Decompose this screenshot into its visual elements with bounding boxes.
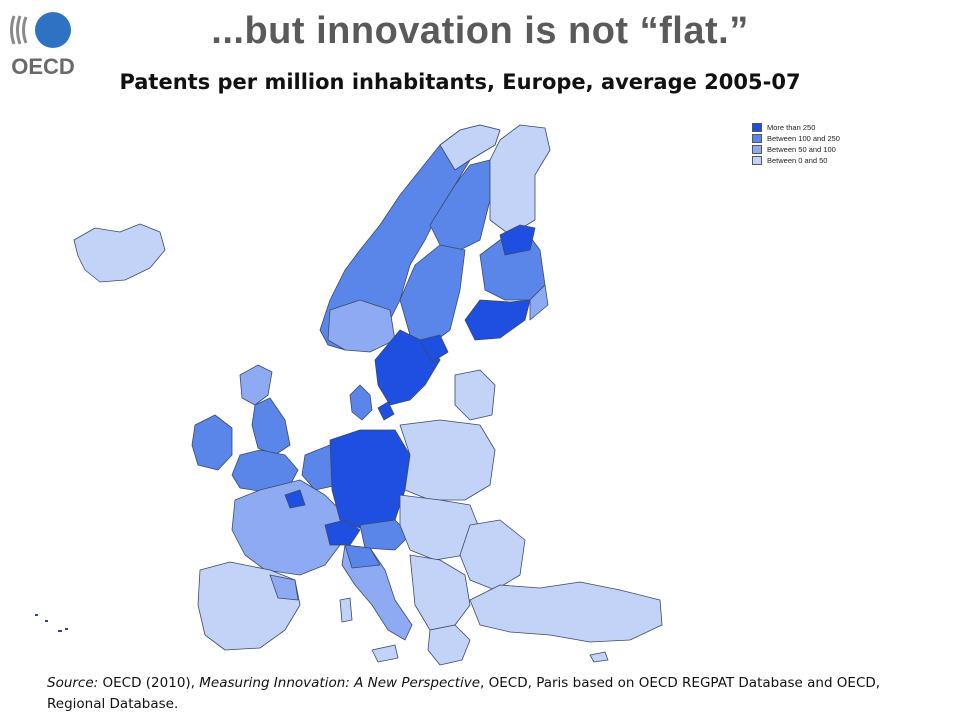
region-denmark — [349, 384, 373, 421]
legend-swatch — [752, 123, 762, 132]
legend-swatch — [752, 134, 762, 143]
region-spain-catalonia — [269, 574, 299, 601]
region-norway-north — [439, 124, 501, 171]
region-sicily — [371, 644, 399, 663]
region-iceland — [73, 223, 166, 283]
legend-label: Between 0 and 50 — [767, 156, 828, 165]
legend-swatch — [752, 145, 762, 154]
region-finland-oulu — [499, 224, 536, 256]
region-finland-lapland — [489, 124, 551, 236]
region-denmark-copenhagen — [377, 401, 395, 421]
map-legend: More than 250 Between 100 and 250 Betwee… — [752, 122, 840, 166]
source-note: Source: OECD (2010), Measuring Innovatio… — [47, 673, 927, 715]
region-greece — [427, 624, 471, 666]
region-finland-east — [529, 284, 549, 321]
region-switzerland — [324, 519, 361, 546]
region-sweden-north — [429, 159, 491, 251]
europe-patent-map — [0, 100, 960, 670]
region-austria — [359, 519, 411, 551]
canary-islands — [35, 614, 68, 632]
region-iberia — [197, 561, 301, 651]
region-norway-south — [327, 299, 396, 353]
legend-label: Between 50 and 100 — [767, 145, 836, 154]
oecd-logo: OECD — [8, 8, 78, 79]
region-balkans — [409, 554, 471, 631]
region-sardinia — [339, 597, 353, 623]
oecd-logo-text: OECD — [11, 54, 75, 78]
region-sweden-south — [374, 329, 441, 406]
region-italy — [341, 544, 413, 641]
region-france-paris — [284, 489, 306, 509]
region-scotland — [239, 364, 273, 406]
legend-label: Between 100 and 250 — [767, 134, 840, 143]
source-text-1: OECD (2010), — [98, 675, 200, 691]
map-subtitle: Patents per million inhabitants, Europe,… — [119, 70, 801, 94]
region-italy-north — [344, 544, 381, 569]
legend-item-more-than-250: More than 250 — [752, 122, 840, 133]
page-title: ...but innovation is not “flat.” — [211, 10, 749, 52]
region-england-north — [251, 397, 291, 456]
region-poland — [399, 419, 496, 501]
region-sweden-stockholm — [419, 334, 449, 363]
region-germany — [329, 429, 411, 531]
legend-item-100-250: Between 100 and 250 — [752, 133, 840, 144]
source-book-title: Measuring Innovation: A New Perspective — [199, 675, 481, 691]
region-turkey — [469, 581, 663, 643]
legend-label: More than 250 — [767, 123, 816, 132]
source-text-2: , OECD, Paris based on OECD REGPAT Datab… — [47, 675, 881, 712]
legend-item-0-50: Between 0 and 50 — [752, 155, 840, 166]
source-label: Source: — [47, 675, 99, 691]
region-france — [231, 479, 346, 576]
legend-swatch — [752, 156, 762, 165]
region-baltic-states — [454, 369, 496, 421]
legend-item-50-100: Between 50 and 100 — [752, 144, 840, 155]
region-ireland — [191, 414, 233, 471]
region-cyprus — [589, 651, 609, 663]
region-romania-bulgaria — [459, 519, 526, 591]
region-finland-south — [464, 299, 531, 341]
